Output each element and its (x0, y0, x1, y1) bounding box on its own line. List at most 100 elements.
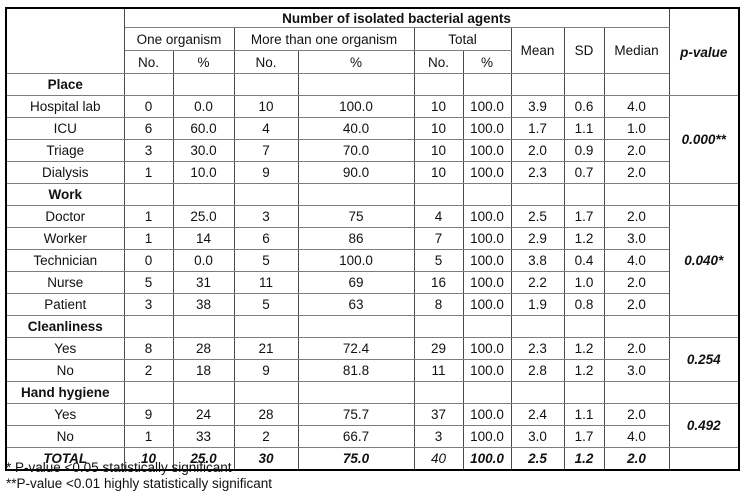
section-label-cell: Hand hygiene (5, 381, 125, 404)
empty-cell (563, 73, 605, 96)
empty-cell (297, 315, 415, 338)
row-label-cell: Technician (5, 249, 125, 272)
empty-cell (413, 381, 464, 404)
data-cell: 40.0 (297, 117, 415, 140)
row-label-cell: Triage (5, 139, 125, 162)
data-cell: 21 (233, 337, 299, 360)
data-cell: 100.0 (462, 249, 512, 272)
data-cell: 2.0 (603, 139, 670, 162)
empty-cell (462, 73, 512, 96)
data-cell: 1.2 (563, 447, 605, 471)
corner-cell (5, 7, 125, 74)
data-cell: 0.0 (172, 249, 235, 272)
data-cell: 1 (123, 205, 174, 228)
data-cell: 9 (233, 359, 299, 382)
data-cell: 2.0 (603, 161, 670, 184)
data-cell: 1.2 (563, 337, 605, 360)
data-cell: 11 (413, 359, 464, 382)
data-cell: 31 (172, 271, 235, 294)
empty-cell (603, 381, 670, 404)
data-cell: 2 (233, 425, 299, 448)
pvalue-cell: 0.254 (668, 337, 740, 382)
empty-cell (297, 183, 415, 206)
row-label-cell: Nurse (5, 271, 125, 294)
data-cell: 14 (172, 227, 235, 250)
data-cell: 10 (233, 95, 299, 118)
col-header-pct-2: % (297, 50, 415, 74)
data-cell: 5 (233, 293, 299, 316)
data-cell: 90.0 (297, 161, 415, 184)
empty-cell (462, 315, 512, 338)
data-cell: 60.0 (172, 117, 235, 140)
data-cell: 6 (233, 227, 299, 250)
data-cell: 3 (233, 205, 299, 228)
data-cell: 1.1 (563, 117, 605, 140)
data-cell: 2.0 (603, 205, 670, 228)
data-cell: 2.4 (510, 403, 565, 426)
data-cell: 10 (413, 117, 464, 140)
data-cell: 81.8 (297, 359, 415, 382)
pvalue-header-cell: p-value (668, 7, 740, 96)
pvalue-cell: 0.492 (668, 403, 740, 448)
data-cell: 7 (233, 139, 299, 162)
data-row: Dialysis 1 10.0 9 90.0 10 100.0 2.3 0.7 2.0 (5, 161, 739, 184)
row-label-cell: Hospital lab (5, 95, 125, 118)
data-cell: 100.0 (462, 205, 512, 228)
empty-cell (603, 183, 670, 206)
data-cell: 0.6 (563, 95, 605, 118)
data-cell: 66.7 (297, 425, 415, 448)
row-label-cell: No (5, 359, 125, 382)
data-row: Doctor 1 25.0 3 75 4 100.0 2.5 1.7 2.0 0.040* (5, 205, 740, 316)
header-row-2: One organism More than one organism Tota… (6, 27, 739, 74)
data-cell: 1.7 (510, 117, 565, 140)
empty-cell (413, 183, 464, 206)
empty-cell (563, 183, 605, 206)
data-row: Patient 3 38 5 63 8 100.0 1.9 0.8 2.0 (5, 293, 739, 316)
data-cell: 4.0 (603, 425, 670, 448)
data-cell: 1.7 (563, 205, 605, 228)
data-cell: 0.9 (563, 139, 605, 162)
data-cell: 4.0 (603, 95, 670, 118)
data-cell: 2.3 (510, 161, 565, 184)
data-cell: 11 (233, 271, 299, 294)
data-cell: 100.0 (297, 95, 415, 118)
data-cell: 3.0 (510, 425, 565, 448)
data-cell: 2.0 (510, 139, 565, 162)
data-cell: 4 (413, 205, 464, 228)
data-cell: 25.0 (172, 447, 235, 471)
data-cell: 75.7 (297, 403, 415, 426)
data-cell: 30 (233, 447, 299, 471)
empty-cell (123, 381, 174, 404)
data-row: No 2 18 9 81.8 11 100.0 2.8 1.2 3.0 (5, 359, 739, 382)
data-cell: 1.2 (563, 359, 605, 382)
data-cell: 24 (172, 403, 235, 426)
data-cell: 0 (123, 249, 174, 272)
data-cell: 2.0 (603, 403, 670, 426)
results-table: Number of isolated bacterial agents p-va… (5, 7, 741, 471)
data-cell: 0.0 (172, 95, 235, 118)
col-header-no-2: No. (233, 50, 299, 74)
data-cell: 3 (123, 293, 174, 316)
data-cell: 100.0 (462, 161, 512, 184)
data-cell: 1 (123, 161, 174, 184)
empty-cell (297, 73, 415, 96)
header-row-1: Number of isolated bacterial agents p-va… (5, 7, 740, 96)
data-row: Triage 3 30.0 7 70.0 10 100.0 2.0 0.9 2.0 (5, 139, 739, 162)
data-cell: 3 (123, 139, 174, 162)
empty-pvalue-cell (668, 381, 740, 404)
pvalue-cell: 0.000** (668, 95, 740, 184)
section-label-cell: Place (5, 73, 125, 96)
data-cell: 30.0 (172, 139, 235, 162)
data-cell: 33 (172, 425, 235, 448)
data-cell: 29 (413, 337, 464, 360)
data-cell: 5 (413, 249, 464, 272)
data-cell: 2.0 (603, 293, 670, 316)
data-cell: 100.0 (462, 293, 512, 316)
data-cell: 37 (413, 403, 464, 426)
col-header-pct-1: % (172, 50, 235, 74)
data-cell: 18 (172, 359, 235, 382)
data-row: Nurse 5 31 11 69 16 100.0 2.2 1.0 2.0 (5, 271, 739, 294)
empty-pvalue-cell (668, 315, 740, 338)
data-cell: 2.0 (603, 271, 670, 294)
